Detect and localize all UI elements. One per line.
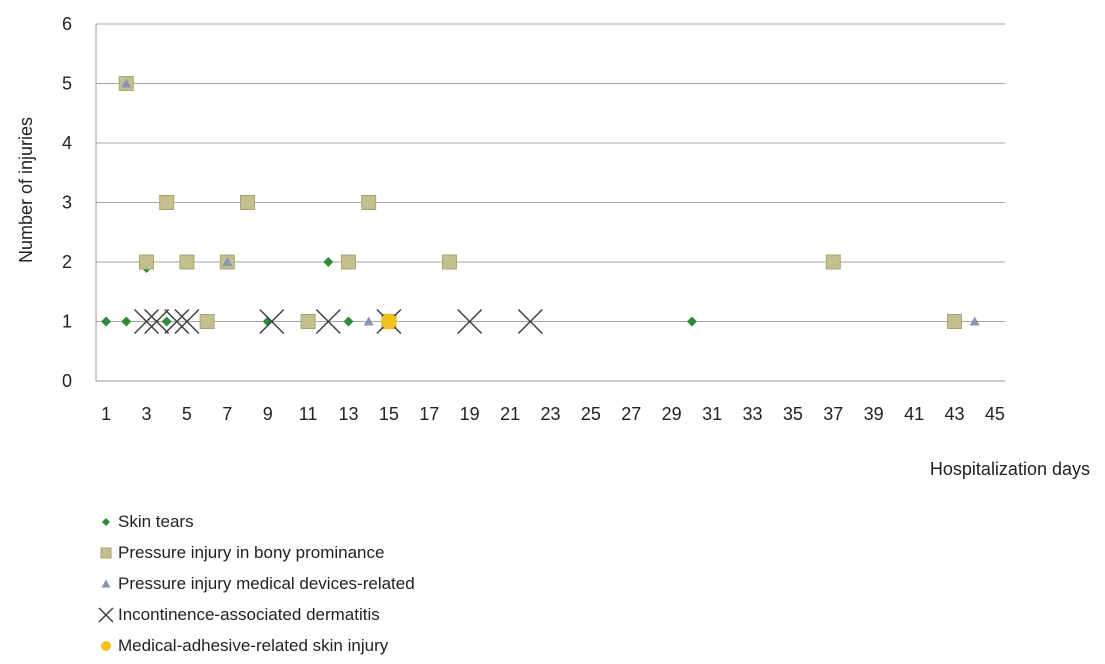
x-tick-label: 25: [581, 404, 601, 424]
x-tick-label: 29: [662, 404, 682, 424]
x-tick-label: 19: [460, 404, 480, 424]
data-point: [101, 316, 112, 327]
data-point: [363, 316, 374, 326]
x-tick-label: 41: [904, 404, 924, 424]
x-tick-label: 7: [222, 404, 232, 424]
y-tick-label: 1: [62, 312, 72, 332]
legend-label: Pressure injury in bony prominance: [118, 542, 385, 562]
x-tick-label: 13: [338, 404, 358, 424]
legend-symbol: [98, 606, 114, 623]
data-point: [161, 316, 172, 327]
legend-symbol: [100, 547, 112, 558]
data-point: [144, 308, 170, 335]
legend-symbol: [101, 579, 111, 588]
x-tick-label: 23: [540, 404, 560, 424]
data-point: [121, 316, 132, 327]
x-tick-label: 37: [823, 404, 843, 424]
data-point: [825, 254, 841, 270]
data-point: [315, 308, 341, 335]
y-tick-label: 4: [62, 133, 72, 153]
x-tick-label: 15: [379, 404, 399, 424]
legend-marker: [102, 517, 110, 526]
data-point: [517, 308, 543, 335]
series-2: [121, 78, 980, 326]
legend-item: Medical-adhesive-related skin injury: [96, 630, 415, 661]
legend-item: Incontinence-associated dermatitis: [96, 599, 415, 630]
data-point: [343, 316, 354, 327]
data-marks: [101, 76, 980, 335]
data-point: [199, 314, 215, 329]
y-tick-label: 6: [62, 14, 72, 34]
data-point: [222, 257, 233, 266]
legend-label: Medical-adhesive-related skin injury: [118, 635, 389, 655]
data-point: [174, 308, 200, 335]
x-tick-label: 27: [621, 404, 641, 424]
legend-marker: [100, 547, 112, 558]
axes: [95, 24, 1005, 382]
legend-marker: [101, 640, 111, 651]
x-axis-title: Hospitalization days: [930, 459, 1090, 479]
data-point: [686, 316, 697, 327]
data-point: [341, 254, 356, 270]
legend-symbol: [101, 640, 111, 651]
x-tick-label: 9: [263, 404, 273, 424]
y-tick-label: 3: [62, 193, 72, 213]
data-point: [240, 195, 255, 210]
x-tick-label: 5: [182, 404, 192, 424]
data-point: [164, 308, 190, 335]
legend-label: Pressure injury medical devices-related: [118, 573, 415, 593]
legend-label: Skin tears: [118, 511, 194, 531]
data-point: [133, 308, 160, 335]
series-1: [118, 76, 962, 329]
data-point: [159, 195, 175, 210]
data-point: [323, 257, 334, 267]
data-point: [442, 254, 457, 270]
data-point: [300, 314, 316, 329]
x-tick-label: 39: [864, 404, 884, 424]
x-tick-label: 11: [299, 404, 318, 424]
x-tick-label: 43: [944, 404, 964, 424]
x-tick-label: 31: [702, 404, 722, 424]
y-tick-label: 5: [62, 74, 72, 94]
y-tick-label: 0: [62, 371, 72, 391]
legend-marker: [101, 579, 111, 588]
data-point: [969, 316, 980, 326]
x-tick-label: 35: [783, 404, 803, 424]
x-tick-label: 1: [101, 404, 111, 424]
data-point: [179, 254, 195, 270]
legend-label: Incontinence-associated dermatitis: [118, 604, 380, 624]
legend-item: Pressure injury medical devices-related: [96, 568, 415, 599]
legend-marker: [98, 606, 114, 623]
data-point: [380, 313, 397, 330]
x-tick-label: 3: [141, 404, 151, 424]
legend: Skin tears Pressure injury in bony promin…: [96, 506, 415, 661]
x-tick-label: 17: [419, 404, 439, 424]
x-tick-label: 21: [500, 404, 520, 424]
x-tick-label: 33: [742, 404, 762, 424]
series-4: [380, 313, 397, 330]
x-tick-label: 45: [985, 404, 1005, 424]
data-point: [259, 308, 285, 335]
data-point: [947, 314, 962, 329]
y-tick-label: 2: [62, 252, 72, 272]
y-axis-title: Number of injuries: [16, 117, 36, 263]
series-3: [133, 308, 543, 335]
data-point: [361, 195, 377, 210]
data-point: [121, 78, 132, 88]
gridlines: [96, 23, 1005, 322]
data-point: [139, 254, 154, 270]
data-point: [457, 308, 483, 335]
legend-item: Skin tears: [96, 506, 415, 537]
legend-symbol: [102, 517, 110, 526]
legend-item: Pressure injury in bony prominance: [96, 537, 415, 568]
